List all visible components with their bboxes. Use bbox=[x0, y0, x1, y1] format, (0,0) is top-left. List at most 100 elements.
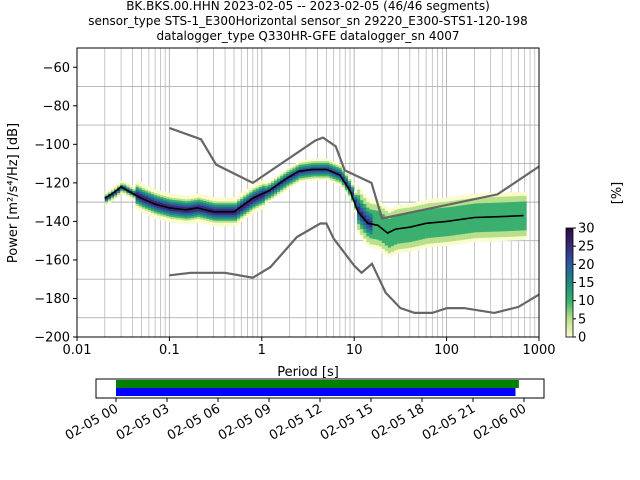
histogram-cell bbox=[252, 187, 256, 191]
histogram-cell bbox=[144, 206, 149, 209]
histogram-cell bbox=[400, 223, 404, 226]
histogram-cell bbox=[172, 193, 176, 197]
histogram-cell bbox=[261, 202, 266, 205]
histogram-cell bbox=[400, 219, 404, 223]
histogram-cell bbox=[486, 193, 490, 196]
histogram-cell bbox=[480, 239, 484, 242]
histogram-cell bbox=[489, 217, 493, 221]
histogram-cell bbox=[243, 209, 247, 213]
histogram-cell bbox=[147, 201, 152, 205]
histogram-cell bbox=[243, 190, 247, 193]
histogram-cell bbox=[415, 244, 419, 247]
histogram-cell bbox=[295, 179, 299, 183]
histogram-cell bbox=[332, 167, 336, 170]
histogram-cell bbox=[335, 168, 339, 171]
histogram-cell bbox=[384, 237, 389, 240]
histogram-cell bbox=[360, 221, 364, 224]
histogram-cell bbox=[163, 207, 167, 210]
histogram-cell bbox=[492, 225, 496, 228]
histogram-cell bbox=[415, 201, 419, 204]
histogram-cell bbox=[397, 233, 401, 236]
histogram-cell bbox=[480, 206, 484, 209]
histogram-cell bbox=[147, 203, 152, 207]
histogram-cell bbox=[437, 203, 441, 207]
histogram-cell bbox=[354, 200, 358, 203]
histogram-cell bbox=[326, 162, 330, 165]
histogram-cell bbox=[397, 208, 401, 211]
histogram-cell bbox=[206, 214, 210, 218]
histogram-cell bbox=[357, 216, 361, 219]
histogram-cell bbox=[317, 162, 321, 165]
histogram-cell bbox=[452, 215, 456, 218]
histogram-cell bbox=[304, 175, 309, 178]
histogram-cell bbox=[384, 222, 389, 225]
histogram-cell bbox=[366, 243, 370, 247]
histogram-cell bbox=[289, 177, 293, 180]
histogram-cell bbox=[480, 218, 484, 221]
histogram-cell bbox=[446, 210, 450, 214]
histogram-cell bbox=[184, 214, 189, 217]
histogram-cell bbox=[194, 215, 198, 218]
histogram-cell bbox=[421, 206, 426, 209]
y-tick-label: −60 bbox=[43, 61, 70, 76]
histogram-cell bbox=[249, 207, 253, 210]
histogram-cell bbox=[440, 226, 444, 230]
histogram-cell bbox=[486, 206, 490, 209]
histogram-cell bbox=[400, 221, 404, 224]
histogram-cell bbox=[489, 233, 493, 236]
histogram-cell bbox=[243, 211, 247, 215]
histogram-cell bbox=[474, 222, 478, 225]
histogram-cell bbox=[390, 253, 395, 256]
histogram-cell bbox=[390, 238, 395, 241]
histogram-cell bbox=[200, 194, 204, 197]
histogram-cell bbox=[277, 176, 281, 179]
histogram-cell bbox=[230, 222, 235, 225]
histogram-cell bbox=[409, 212, 413, 216]
histogram-cell bbox=[301, 164, 306, 167]
histogram-cell bbox=[138, 189, 143, 193]
histogram-cell bbox=[341, 177, 346, 180]
histogram-cell bbox=[507, 211, 512, 214]
histogram-cell bbox=[440, 238, 444, 241]
histogram-cell bbox=[372, 205, 376, 209]
histogram-cell bbox=[514, 217, 518, 220]
histogram-cell bbox=[507, 217, 512, 220]
histogram-cell bbox=[150, 205, 155, 208]
histogram-cell bbox=[403, 229, 407, 232]
histogram-cell bbox=[363, 232, 367, 235]
histogram-cell bbox=[446, 226, 450, 229]
histogram-cell bbox=[412, 237, 416, 240]
histogram-cell bbox=[412, 227, 416, 230]
histogram-cell bbox=[483, 218, 487, 221]
histogram-cell bbox=[150, 203, 155, 206]
histogram-cell bbox=[132, 194, 136, 197]
histogram-cell bbox=[181, 196, 186, 200]
histogram-cell bbox=[403, 219, 407, 222]
histogram-cell bbox=[430, 245, 435, 248]
histogram-cell bbox=[440, 228, 444, 231]
histogram-cell bbox=[489, 223, 493, 226]
time-tick-label: 02-05 12 bbox=[267, 401, 325, 443]
histogram-cell bbox=[406, 242, 410, 245]
histogram-cell bbox=[126, 190, 130, 194]
histogram-cell bbox=[470, 220, 475, 224]
histogram-cell bbox=[246, 188, 250, 191]
histogram-cell bbox=[243, 217, 247, 220]
histogram-cell bbox=[338, 171, 343, 174]
histogram-cell bbox=[418, 201, 423, 204]
histogram-cell bbox=[452, 223, 456, 226]
histogram-cell bbox=[504, 238, 509, 241]
histogram-cell bbox=[212, 220, 216, 223]
histogram-cell bbox=[415, 222, 419, 226]
histogram-cell bbox=[412, 202, 416, 205]
histogram-cell bbox=[218, 197, 223, 200]
histogram-cell bbox=[212, 224, 216, 227]
histogram-cell bbox=[243, 208, 247, 211]
histogram-cell bbox=[400, 240, 404, 244]
histogram-cell bbox=[520, 222, 524, 225]
histogram-cell bbox=[427, 226, 432, 229]
histogram-cell bbox=[477, 218, 481, 221]
histogram-cell bbox=[424, 205, 429, 208]
histogram-cell bbox=[375, 229, 379, 232]
histogram-cell bbox=[243, 215, 247, 218]
